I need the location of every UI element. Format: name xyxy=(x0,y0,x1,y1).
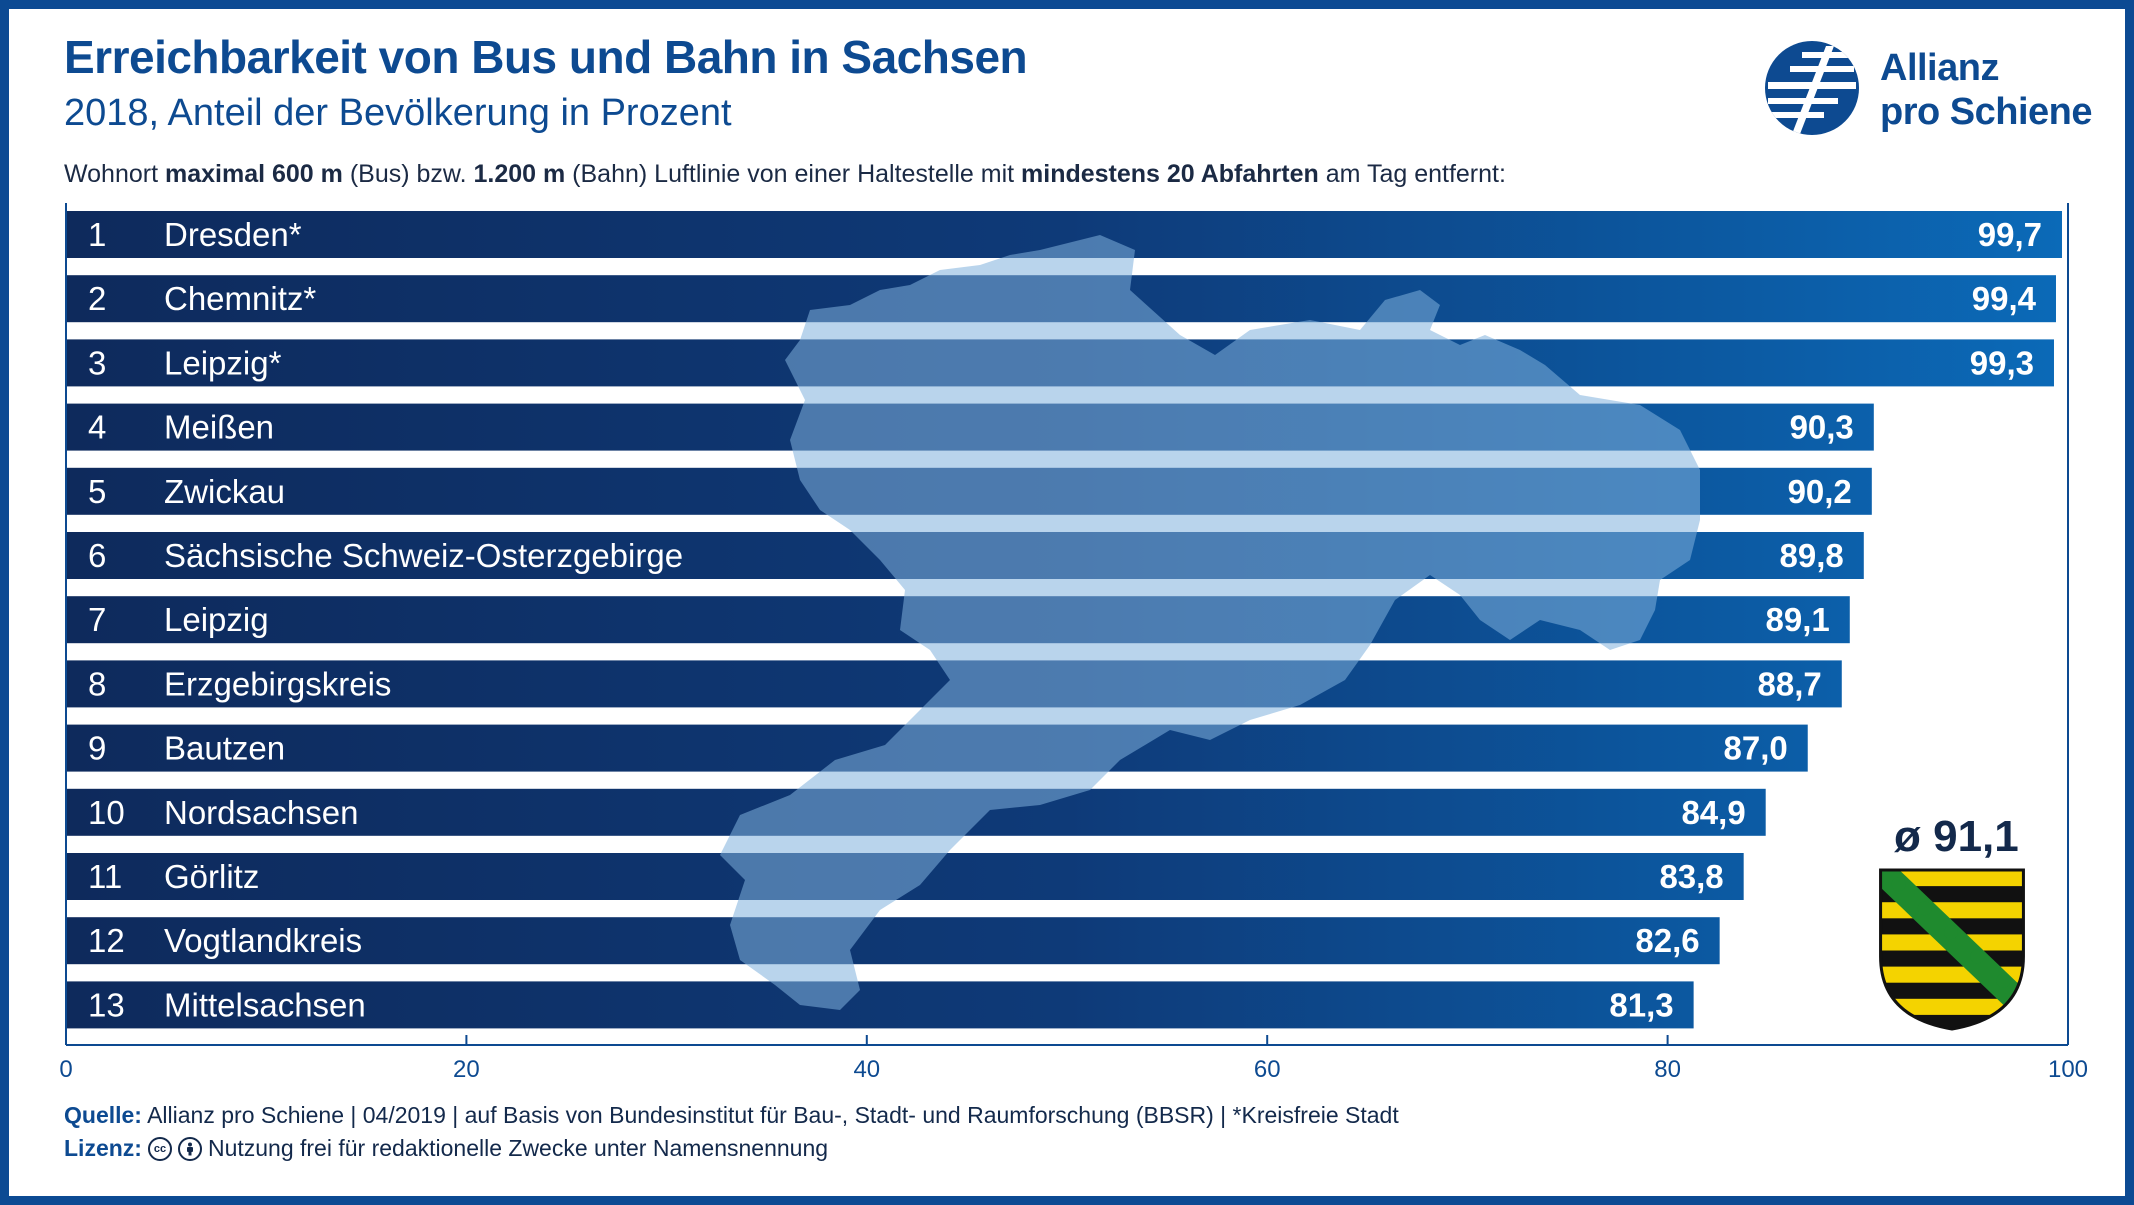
value-label: 99,4 xyxy=(1972,280,2037,317)
x-tick-label: 100 xyxy=(2048,1056,2088,1083)
license-line: Lizenz: cc Nutzung frei für redaktionell… xyxy=(64,1135,828,1162)
category-label: Chemnitz* xyxy=(164,280,316,317)
bar xyxy=(66,917,1720,965)
category-label: Nordsachsen xyxy=(164,794,358,831)
logo-line-1: Allianz xyxy=(1880,47,1999,89)
value-label: 89,1 xyxy=(1766,601,1830,638)
allianz-logo: Allianz pro Schiene xyxy=(1762,38,2093,148)
value-label: 99,7 xyxy=(1978,216,2042,253)
category-label: Vogtlandkreis xyxy=(164,922,362,959)
category-label: Zwickau xyxy=(164,473,285,510)
value-label: 83,8 xyxy=(1659,858,1723,895)
x-tick-label: 60 xyxy=(1254,1056,1281,1083)
category-label: Görlitz xyxy=(164,858,259,895)
rank-label: 2 xyxy=(88,280,106,317)
saxony-coat-of-arms-icon xyxy=(1879,868,2025,1031)
value-label: 82,6 xyxy=(1635,922,1699,959)
rank-label: 10 xyxy=(88,794,125,831)
category-label: Leipzig* xyxy=(164,344,282,381)
category-label: Leipzig xyxy=(164,601,269,638)
rank-label: 8 xyxy=(88,665,106,702)
description-part: Wohnort xyxy=(64,160,165,188)
value-label: 88,7 xyxy=(1758,665,1822,702)
logo-text: Allianz pro Schiene xyxy=(1880,46,2093,134)
description-part: (Bus) bzw. xyxy=(342,160,474,188)
rank-label: 7 xyxy=(88,601,106,638)
value-label: 99,3 xyxy=(1970,344,2034,381)
value-label: 89,8 xyxy=(1780,537,1844,574)
x-tick-label: 0 xyxy=(59,1056,72,1083)
rank-label: 5 xyxy=(88,473,106,510)
value-label: 90,3 xyxy=(1790,409,1854,446)
chart-title: Erreichbarkeit von Bus und Bahn in Sachs… xyxy=(64,31,1028,83)
x-axis: 0 20 40 60 80 100 xyxy=(59,203,2088,1083)
text-layer: 1 Dresden* 99,7 2 Chemnitz* 99,4 3 Leipzig* 99,3… xyxy=(88,216,2042,1023)
value-label: 87,0 xyxy=(1724,730,1788,767)
cc-icon: cc xyxy=(147,1136,172,1161)
source-line: Quelle: Allianz pro Schiene | 04/2019 | … xyxy=(64,1102,1399,1129)
x-tick-label: 20 xyxy=(453,1056,480,1083)
rank-label: 11 xyxy=(88,858,122,895)
attribution-icon xyxy=(177,1136,202,1161)
bar xyxy=(66,981,1694,1029)
description-part: mindestens 20 Abfahrten xyxy=(1021,160,1319,188)
category-label: Sächsische Schweiz-Osterzgebirge xyxy=(164,537,683,574)
allianz-logo-icon xyxy=(1765,41,1859,135)
rank-label: 13 xyxy=(88,986,125,1023)
description-part: 1.200 m xyxy=(473,160,566,188)
average-value: ø 91,1 xyxy=(1894,812,2019,861)
description-part: am Tag entfernt: xyxy=(1318,160,1506,188)
rank-label: 12 xyxy=(88,922,125,959)
logo-line-2: pro Schiene xyxy=(1880,91,2093,133)
value-label: 90,2 xyxy=(1788,473,1852,510)
value-label: 81,3 xyxy=(1609,986,1673,1023)
category-label: Erzgebirgskreis xyxy=(164,665,391,702)
category-label: Meißen xyxy=(164,409,274,446)
license-text: Nutzung frei für redaktionelle Zwecke un… xyxy=(207,1135,829,1161)
description-part: maximal 600 m xyxy=(164,160,343,188)
value-label: 84,9 xyxy=(1681,794,1745,831)
source-label: Quelle: xyxy=(64,1102,142,1128)
rank-label: 6 xyxy=(88,537,106,574)
license-label: Lizenz: xyxy=(64,1135,142,1161)
chart-description: Wohnort maximal 600 m (Bus) bzw. 1.200 m… xyxy=(64,160,1506,189)
category-label: Bautzen xyxy=(164,730,285,767)
rank-label: 1 xyxy=(88,216,106,253)
rank-label: 4 xyxy=(88,409,106,446)
x-tick-label: 40 xyxy=(853,1056,880,1083)
source-text: Allianz pro Schiene | 04/2019 | auf Basi… xyxy=(147,1102,1399,1128)
description-part: (Bahn) Luftlinie von einer Haltestelle m… xyxy=(565,160,1022,188)
saxony-map-shape xyxy=(720,235,1700,1010)
category-label: Mittelsachsen xyxy=(164,986,366,1023)
chart-subtitle: 2018, Anteil der Bevölkerung in Prozent xyxy=(64,92,732,134)
rank-label: 3 xyxy=(88,344,106,381)
rank-label: 9 xyxy=(88,730,106,767)
x-tick-label: 80 xyxy=(1654,1056,1681,1083)
category-label: Dresden* xyxy=(164,216,302,253)
